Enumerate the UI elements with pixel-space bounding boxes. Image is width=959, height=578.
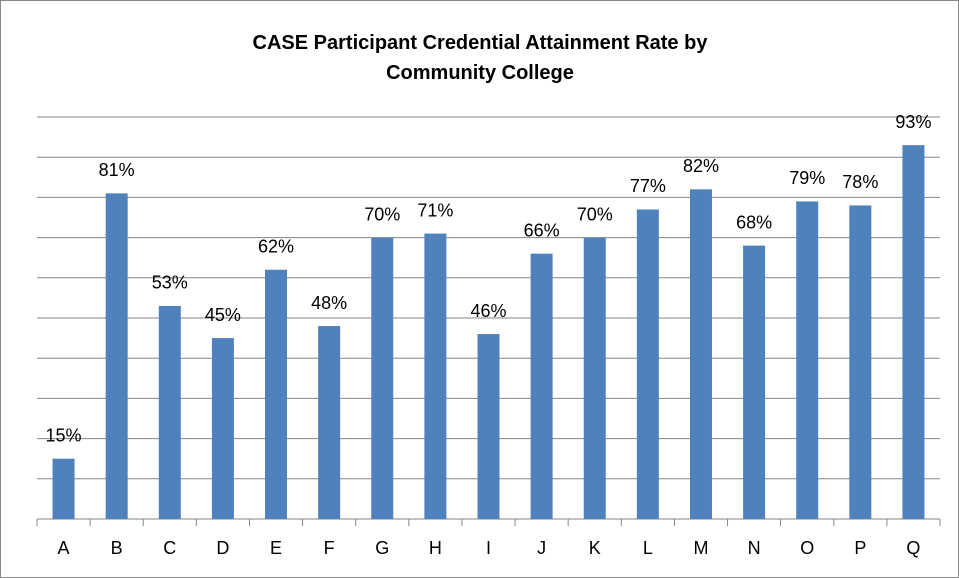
chart-title: CASE Participant Credential Attainment R… [252,32,708,84]
data-label: 70% [364,204,400,224]
data-label: 79% [789,168,825,188]
x-tick-label: H [429,538,442,558]
x-tick-label: D [216,538,229,558]
x-tick-label: E [270,538,282,558]
bar [583,237,606,519]
x-tick-label: I [486,538,491,558]
bar [530,253,553,519]
data-label: 15% [46,425,82,445]
x-tick-label: G [375,538,389,558]
data-label: 46% [470,301,506,321]
bar [477,334,500,519]
data-label: 93% [895,112,931,132]
bar [902,145,925,519]
data-label: 62% [258,237,294,257]
data-label: 53% [152,273,188,293]
bar [636,209,659,519]
x-tick-label: L [643,538,653,558]
data-label: 78% [842,172,878,192]
data-label: 68% [736,212,772,232]
x-tick-label: B [111,538,123,558]
data-label: 66% [524,220,560,240]
x-tick-label: J [537,538,546,558]
x-tick-label: P [854,538,866,558]
bar [849,205,872,519]
bar [796,201,819,520]
x-tick-label: O [800,538,814,558]
bar [424,233,447,519]
data-label: 81% [99,160,135,180]
data-label: 71% [417,200,453,220]
x-tick-label: A [58,538,70,558]
bar [211,338,234,519]
bar [689,189,712,520]
data-label: 77% [630,176,666,196]
data-label: 48% [311,293,347,313]
data-label: 82% [683,156,719,176]
x-tick-label: F [324,538,335,558]
bar [371,237,394,519]
bar [265,269,288,519]
bar [105,193,128,519]
bar [52,458,75,519]
bar [743,245,766,519]
bar [318,326,341,519]
bar [158,305,181,519]
x-tick-label: N [748,538,761,558]
x-tick-label: C [163,538,176,558]
data-label: 45% [205,305,241,325]
data-label: 70% [577,204,613,224]
x-tick-label: Q [906,538,920,558]
x-tick-label: M [693,538,708,558]
x-tick-label: K [589,538,601,558]
